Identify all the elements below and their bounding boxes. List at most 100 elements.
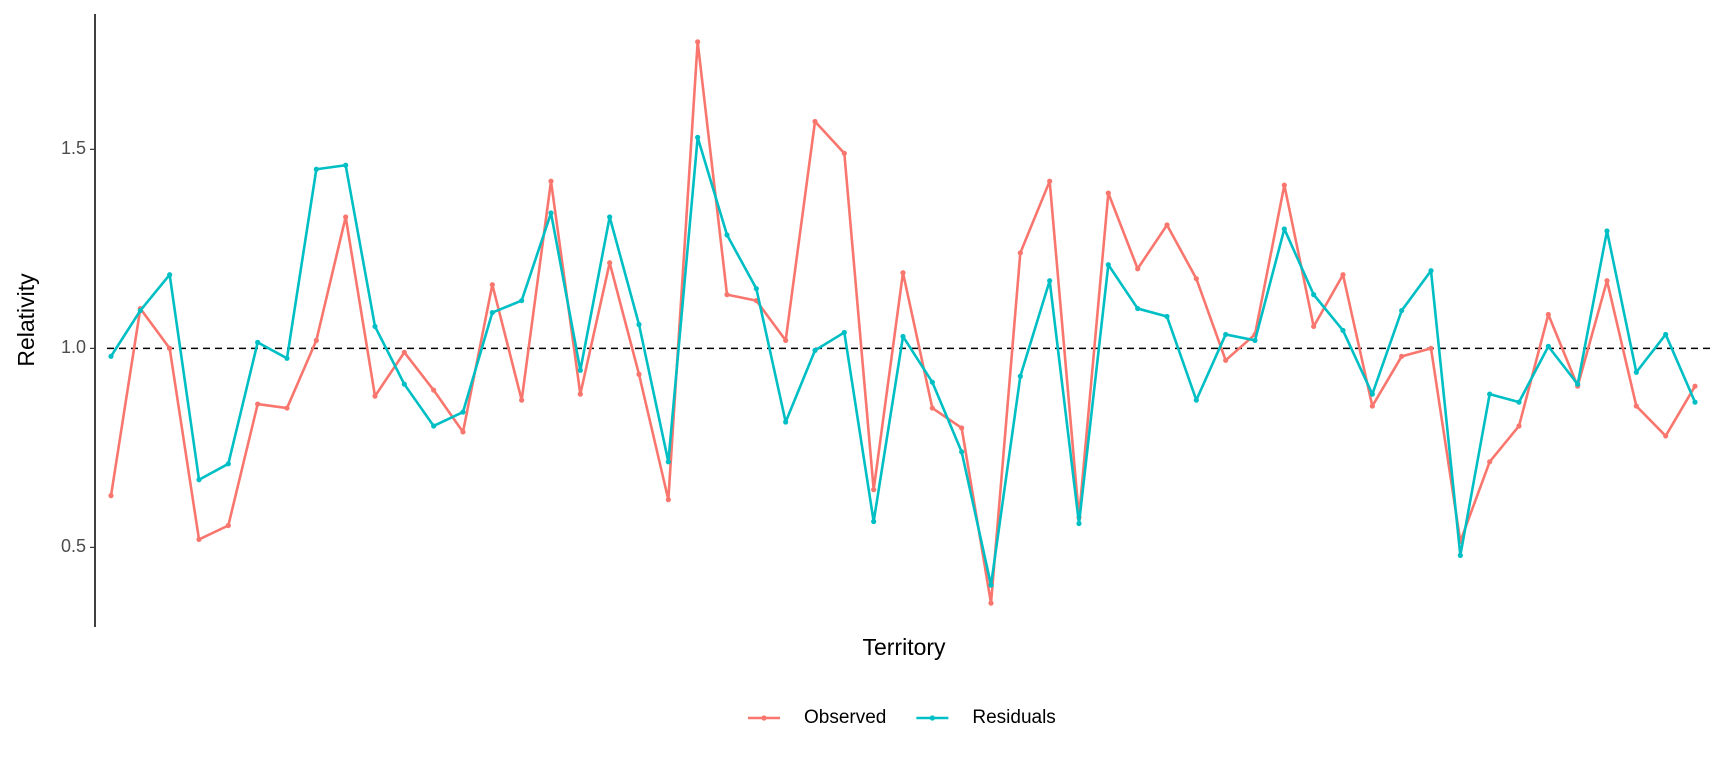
- point: [1193, 276, 1199, 282]
- point: [1545, 343, 1551, 349]
- point: [665, 497, 671, 503]
- point: [519, 297, 525, 304]
- point: [1223, 357, 1229, 363]
- point: [1457, 552, 1463, 558]
- point: [929, 379, 935, 385]
- legend-swatch-point: [929, 715, 935, 721]
- point: [1017, 373, 1023, 379]
- point: [372, 393, 378, 399]
- point: [577, 391, 583, 397]
- y-tick-label: 0.5: [61, 536, 86, 556]
- point: [137, 307, 143, 314]
- point: [1105, 190, 1111, 196]
- point: [1105, 262, 1111, 268]
- point: [1604, 278, 1610, 284]
- point: [1311, 292, 1317, 298]
- point: [431, 423, 437, 429]
- point: [1487, 391, 1493, 397]
- point: [1047, 278, 1053, 284]
- point: [959, 425, 965, 431]
- x-axis-title: Territory: [862, 634, 946, 660]
- point: [1193, 397, 1199, 403]
- point: [1369, 403, 1375, 409]
- point: [577, 367, 583, 373]
- point: [1575, 381, 1581, 387]
- point: [1604, 228, 1610, 234]
- point: [1311, 323, 1317, 330]
- point: [783, 337, 789, 344]
- point: [1399, 307, 1405, 314]
- point: [372, 323, 378, 330]
- point: [1633, 369, 1639, 375]
- point: [724, 292, 730, 298]
- point: [1017, 250, 1023, 256]
- point: [812, 347, 818, 353]
- point: [548, 210, 554, 216]
- point: [1516, 423, 1522, 429]
- point: [284, 355, 290, 361]
- point: [695, 39, 701, 45]
- point: [489, 282, 495, 288]
- point: [871, 487, 877, 493]
- point: [519, 397, 525, 403]
- point: [1281, 182, 1287, 188]
- point: [1663, 433, 1669, 439]
- point: [167, 345, 173, 351]
- point: [929, 405, 935, 411]
- point: [548, 178, 554, 184]
- point: [665, 459, 671, 465]
- point: [401, 349, 407, 355]
- point: [460, 429, 466, 435]
- y-axis-title: Relativity: [13, 273, 39, 367]
- series-line: [109, 136, 1697, 587]
- point: [636, 371, 642, 377]
- point: [1281, 226, 1287, 232]
- point: [812, 118, 818, 125]
- point: [988, 600, 994, 606]
- point: [167, 272, 173, 278]
- point: [1663, 331, 1669, 338]
- point: [724, 232, 730, 238]
- point: [313, 337, 319, 344]
- point: [1252, 337, 1258, 344]
- point: [695, 134, 701, 140]
- y-tick-label: 1.5: [61, 138, 86, 158]
- point: [343, 214, 349, 220]
- point: [841, 329, 847, 336]
- point: [108, 493, 114, 499]
- point: [255, 401, 261, 407]
- legend-label: Observed: [804, 707, 886, 728]
- point: [988, 582, 994, 588]
- point: [489, 309, 495, 316]
- point: [313, 166, 319, 172]
- point: [1692, 399, 1698, 405]
- point: [841, 150, 847, 156]
- point: [1340, 327, 1346, 334]
- point: [108, 353, 114, 359]
- point: [284, 405, 290, 411]
- point: [1164, 313, 1170, 320]
- point: [1487, 459, 1493, 465]
- point: [1692, 383, 1698, 389]
- point: [431, 387, 437, 393]
- point: [196, 477, 202, 483]
- point: [753, 286, 759, 292]
- point: [1369, 391, 1375, 397]
- point: [460, 409, 466, 415]
- point: [1428, 268, 1434, 274]
- point: [1399, 353, 1405, 359]
- point: [636, 321, 642, 328]
- point: [225, 461, 231, 467]
- point: [225, 522, 231, 529]
- point: [959, 449, 965, 455]
- legend-swatch-point: [761, 715, 767, 721]
- point: [607, 260, 613, 266]
- point: [900, 333, 906, 340]
- point: [783, 419, 789, 425]
- y-tick-label: 1.0: [61, 337, 86, 357]
- point: [1516, 399, 1522, 405]
- point: [255, 339, 261, 345]
- point: [1164, 222, 1170, 228]
- legend-label: Residuals: [972, 707, 1055, 728]
